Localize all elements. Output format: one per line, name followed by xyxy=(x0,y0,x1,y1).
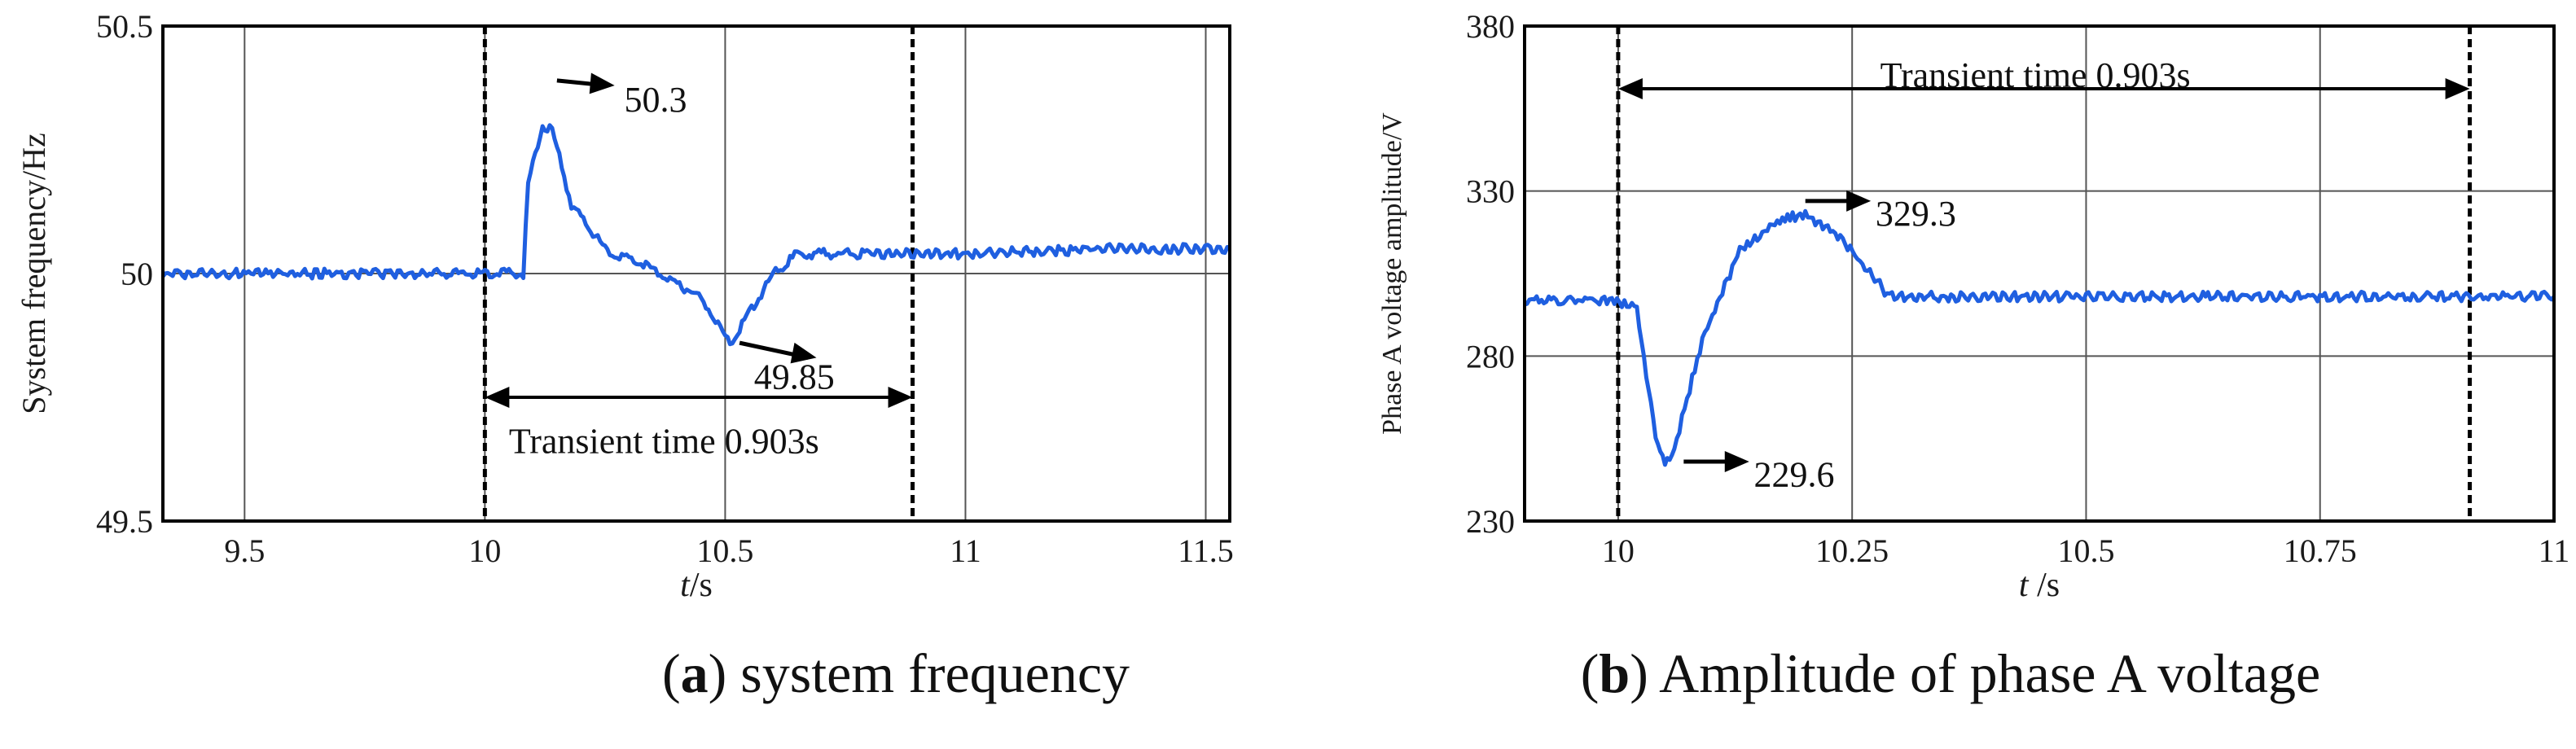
transient-time-label: Transient time 0.903s xyxy=(509,422,819,462)
y-axis-label: Phase A voltage amplitude/V xyxy=(1377,112,1407,435)
x-axis-unit: /s xyxy=(690,567,713,604)
x-tick-label: 10.5 xyxy=(2057,532,2114,569)
caption-b: (b) Amplitude of phase A voltage xyxy=(1581,642,2320,704)
transient-time-label: Transient time 0.903s xyxy=(1880,55,2191,95)
arrowhead-right xyxy=(888,387,913,408)
annotation-arrowhead xyxy=(1724,451,1749,473)
x-tick-label: 10.75 xyxy=(2284,532,2357,569)
caption-a-label: a xyxy=(681,642,709,704)
x-tick-label: 10 xyxy=(468,532,501,569)
x-tick-label: 11.5 xyxy=(1178,532,1234,569)
value-annotation: 50.3 xyxy=(624,80,687,120)
y-tick-label: 230 xyxy=(1466,503,1515,540)
x-tick-label: 10.25 xyxy=(1815,532,1889,569)
x-tick-label: 10.5 xyxy=(696,532,753,569)
plot-frame xyxy=(1523,24,2556,523)
x-axis-variable: t xyxy=(2019,567,2030,604)
arrowhead-left xyxy=(485,387,510,408)
annotation-arrowhead xyxy=(589,72,615,94)
x-axis-unit: /s xyxy=(2029,567,2060,604)
caption-b-label: b xyxy=(1599,642,1630,704)
x-tick-label: 10 xyxy=(1602,532,1635,569)
x-axis-label: t /s xyxy=(2019,567,2060,604)
caption-b-text: Amplitude of phase A voltage xyxy=(1648,642,2320,704)
caption-a: (a) system frequency xyxy=(662,642,1130,704)
x-axis-variable: t xyxy=(680,567,691,604)
arrowhead-right xyxy=(2445,78,2470,100)
voltage-chart: 10 10.25 10.5 10.75 11 230 280 330 380 t /s Phase … xyxy=(1377,8,2569,604)
x-tick-label: 11 xyxy=(950,532,981,569)
y-axis-label: System frequency/Hz xyxy=(15,133,52,414)
y-tick-label: 50.5 xyxy=(96,8,153,45)
x-tick-label: 9.5 xyxy=(224,532,265,569)
annotation-arrowhead xyxy=(790,342,817,364)
caption-a-text: system frequency xyxy=(726,642,1130,704)
series-line xyxy=(161,123,1231,347)
value-annotation: 329.3 xyxy=(1876,194,1956,234)
y-tick-label: 50 xyxy=(121,256,153,292)
value-annotation: 229.6 xyxy=(1754,454,1835,494)
y-tick-label: 330 xyxy=(1466,173,1515,210)
arrowhead-left xyxy=(1617,78,1643,100)
value-annotation: 49.85 xyxy=(754,357,835,397)
y-tick-label: 280 xyxy=(1466,338,1515,374)
x-tick-label: 11 xyxy=(2539,532,2570,569)
frequency-chart: 9.5 10 10.5 11 11.5 49.5 50 50.5 t/s System frequ… xyxy=(15,8,1234,604)
series-line xyxy=(1524,208,2556,467)
y-tick-label: 49.5 xyxy=(96,503,153,540)
y-tick-label: 380 xyxy=(1466,8,1515,45)
plot-frame xyxy=(161,24,1231,523)
x-axis-label: t/s xyxy=(680,567,713,604)
annotation-arrowhead xyxy=(1846,190,1872,212)
